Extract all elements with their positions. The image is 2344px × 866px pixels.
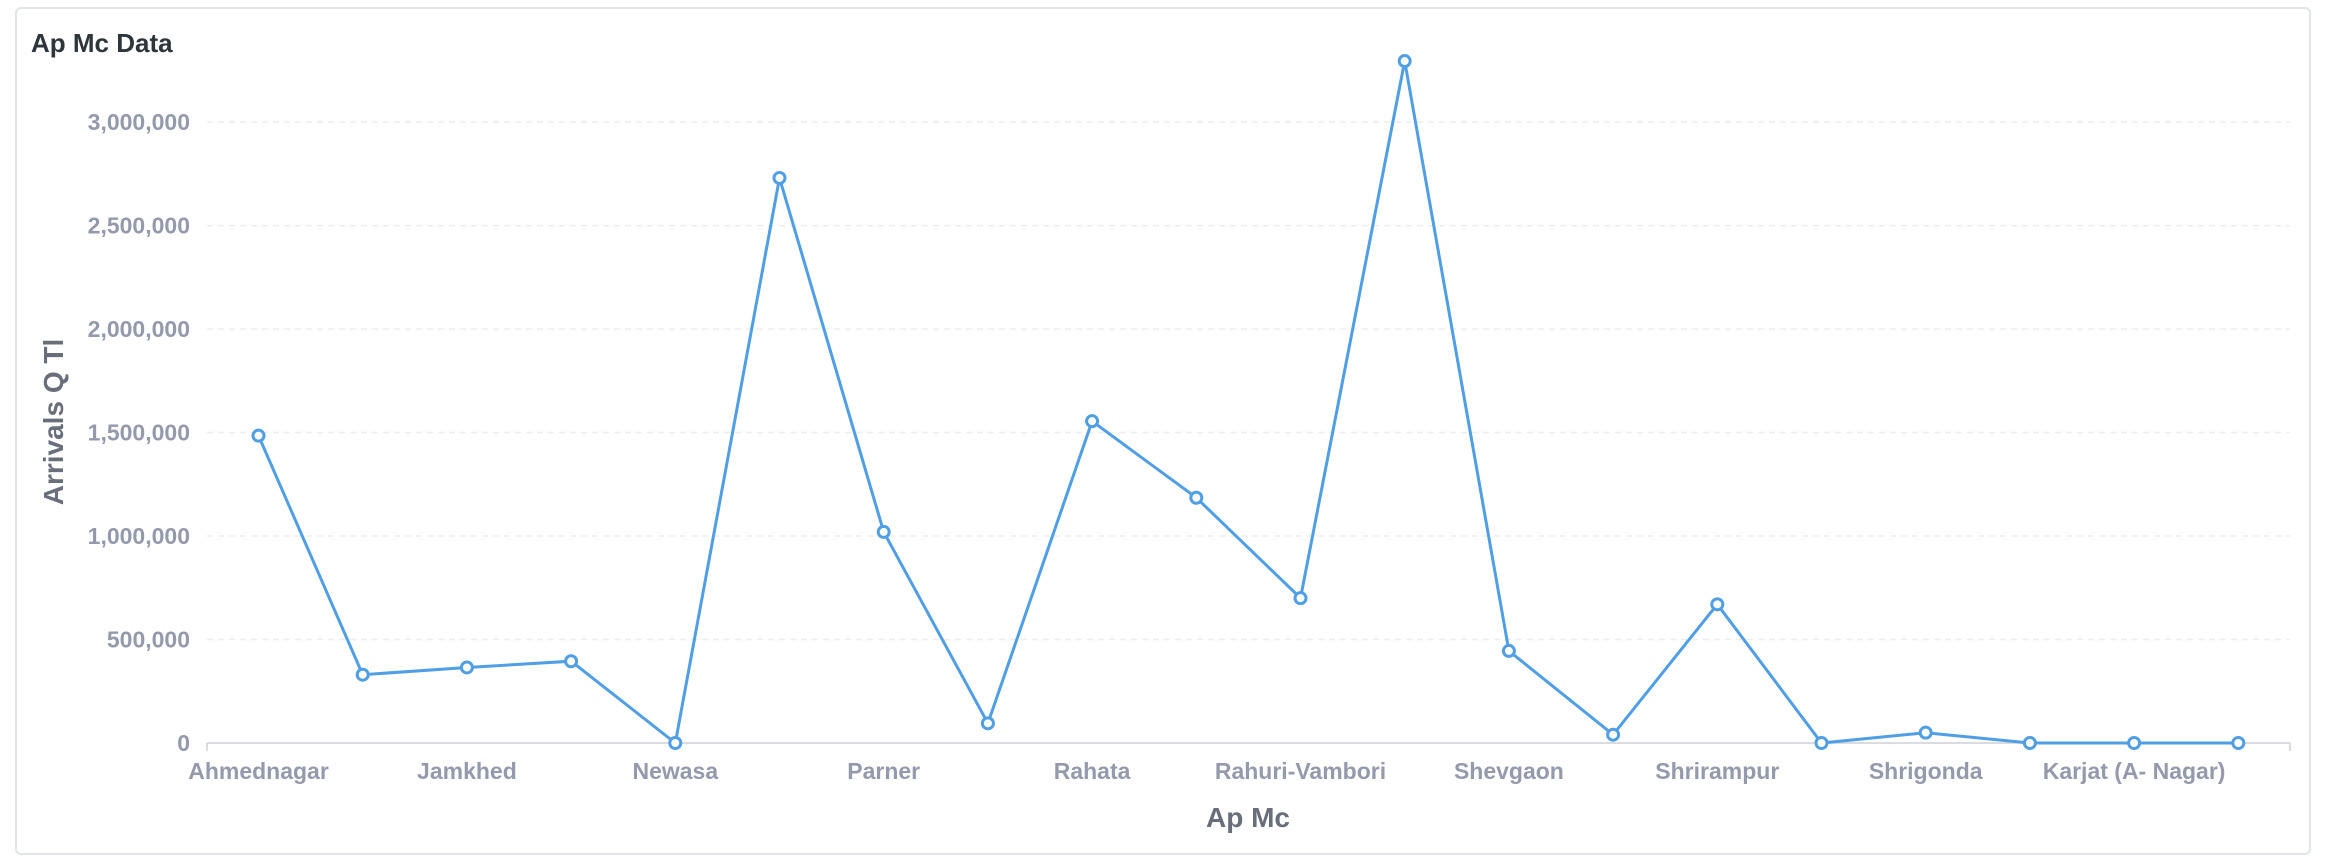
data-point[interactable] xyxy=(1189,490,1204,505)
data-point[interactable] xyxy=(2127,736,2142,750)
data-point[interactable] xyxy=(1606,727,1621,742)
series-line xyxy=(257,60,2239,746)
data-point[interactable] xyxy=(1293,591,1308,606)
y-tick-label: 3,000,000 xyxy=(88,109,190,135)
data-point[interactable] xyxy=(876,524,891,539)
data-point[interactable] xyxy=(355,667,370,682)
data-point[interactable] xyxy=(1814,736,1829,750)
x-tick-label: Rahuri-Vambori xyxy=(1215,758,1386,784)
card-title: Ap Mc Data xyxy=(31,28,173,58)
gridlines xyxy=(207,121,2290,641)
data-point[interactable] xyxy=(564,654,579,669)
y-tick-label: 2,000,000 xyxy=(88,316,190,342)
x-axis-ticks: Ahmednagar Jamkhed Newasa Parner Rahata Rahur… xyxy=(188,743,2291,784)
y-tick-label: 1,500,000 xyxy=(88,420,190,446)
data-point[interactable] xyxy=(980,716,995,731)
y-tick-label: 1,000,000 xyxy=(88,523,190,549)
data-point[interactable] xyxy=(2022,736,2037,750)
chart-card xyxy=(15,7,2311,855)
data-point[interactable] xyxy=(772,170,787,185)
data-point[interactable] xyxy=(1918,725,1933,740)
data-point[interactable] xyxy=(668,736,683,750)
data-point[interactable] xyxy=(251,428,266,443)
x-tick-label: Parner xyxy=(847,758,920,784)
data-point[interactable] xyxy=(1085,414,1100,429)
x-tick-label: Jamkhed xyxy=(417,758,517,784)
x-tick-label: Ahmednagar xyxy=(188,758,329,784)
x-tick-label: Rahata xyxy=(1054,758,1131,784)
data-point[interactable] xyxy=(2231,736,2246,750)
y-axis-title: Arrivals Q Tl xyxy=(38,339,69,506)
x-tick-label: Shevgaon xyxy=(1454,758,1564,784)
y-tick-label: 500,000 xyxy=(107,627,190,653)
data-point[interactable] xyxy=(459,660,474,675)
x-tick-label: Karjat (A- Nagar) xyxy=(2043,758,2226,784)
x-tick-label: Shrigonda xyxy=(1869,758,1983,784)
data-point[interactable] xyxy=(1501,643,1516,658)
y-tick-label: 0 xyxy=(177,730,190,756)
data-point[interactable] xyxy=(1397,54,1412,69)
x-tick-label: Shrirampur xyxy=(1655,758,1779,784)
y-axis-ticks: 0 500,000 1,000,000 1,500,000 2,000,000 2,500… xyxy=(88,109,190,756)
y-tick-label: 2,500,000 xyxy=(88,213,190,239)
x-axis-title: Ap Mc xyxy=(1206,802,1290,833)
x-tick-label: Newasa xyxy=(632,758,718,784)
series-points[interactable] xyxy=(251,54,2246,750)
data-point[interactable] xyxy=(1710,597,1725,612)
